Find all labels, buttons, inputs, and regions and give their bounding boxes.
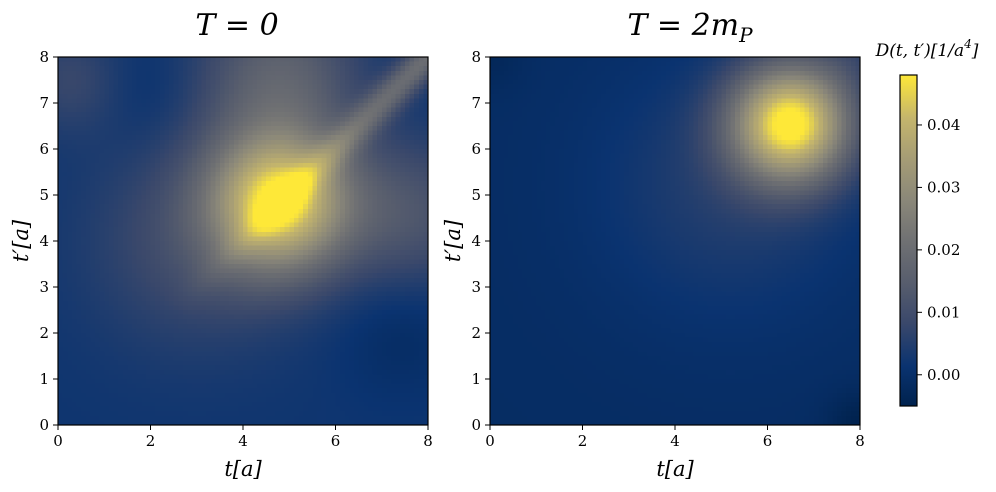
y-ticks-t0: 0 1 2 3 4 5 6 7 8	[39, 48, 58, 434]
heatmap-image-t2mp	[490, 57, 860, 425]
colorbar-tick-label: 0.03	[927, 178, 960, 196]
colorbar: D(t, t′)[1/a4] 0.00 0.01 0.02 0.03 0.04	[875, 37, 979, 407]
colorbar-gradient	[899, 74, 918, 407]
y-tick-label: 6	[471, 140, 481, 158]
y-tick-label: 0	[471, 416, 481, 434]
y-tick-label: 5	[471, 186, 481, 204]
x-tick-label: 6	[763, 432, 773, 450]
y-ticks-t2mp: 0 1 2 3 4 5 6 7 8	[471, 48, 490, 434]
y-tick-label: 3	[471, 278, 481, 296]
x-axis-label-t0: t[a]	[224, 457, 262, 481]
y-tick-label: 8	[39, 48, 49, 66]
y-tick-label: 6	[39, 140, 49, 158]
x-tick-label: 6	[331, 432, 341, 450]
panel-title-t0: T = 0	[195, 8, 278, 43]
x-tick-label: 8	[855, 432, 865, 450]
panel-title-t2mp: T = 2mP	[627, 8, 753, 47]
y-tick-label: 8	[471, 48, 481, 66]
y-tick-label: 2	[471, 324, 481, 342]
x-tick-label: 0	[485, 432, 495, 450]
y-tick-label: 1	[39, 370, 49, 388]
heatmap-image-t0	[58, 57, 428, 425]
x-tick-label: 2	[146, 432, 156, 450]
x-tick-label: 4	[670, 432, 680, 450]
x-ticks-t0: 0 2 4 6 8	[53, 425, 433, 450]
x-tick-label: 0	[53, 432, 63, 450]
y-tick-label: 4	[471, 232, 481, 250]
y-tick-label: 5	[39, 186, 49, 204]
panel-t2mp: T = 2mP 0 2 4 6 8 0 1 2 3 4 5 6 7 8 t[a] t′[a]	[441, 8, 865, 481]
y-axis-label-t0: t′[a]	[9, 219, 33, 262]
y-tick-label: 4	[39, 232, 49, 250]
x-ticks-t2mp: 0 2 4 6 8	[485, 425, 865, 450]
y-tick-label: 1	[471, 370, 481, 388]
colorbar-tick-label: 0.00	[927, 366, 960, 384]
x-tick-label: 8	[423, 432, 433, 450]
y-tick-label: 2	[39, 324, 49, 342]
y-tick-label: 3	[39, 278, 49, 296]
y-tick-label: 7	[39, 94, 49, 112]
y-tick-label: 7	[471, 94, 481, 112]
y-tick-label: 0	[39, 416, 49, 434]
colorbar-ticks: 0.00 0.01 0.02 0.03 0.04	[917, 116, 960, 384]
panel-t0: T = 0 0 2 4 6 8 0 1 2 3 4 5 6 7 8 t[a] t′[a]	[9, 8, 433, 481]
y-axis-label-t2mp: t′[a]	[441, 219, 465, 262]
colorbar-title: D(t, t′)[1/a4]	[875, 37, 979, 61]
colorbar-tick-label: 0.04	[927, 116, 960, 134]
x-tick-label: 2	[578, 432, 588, 450]
colorbar-tick-label: 0.02	[927, 241, 960, 259]
colorbar-tick-label: 0.01	[927, 303, 960, 321]
x-axis-label-t2mp: t[a]	[656, 457, 694, 481]
x-tick-label: 4	[238, 432, 248, 450]
